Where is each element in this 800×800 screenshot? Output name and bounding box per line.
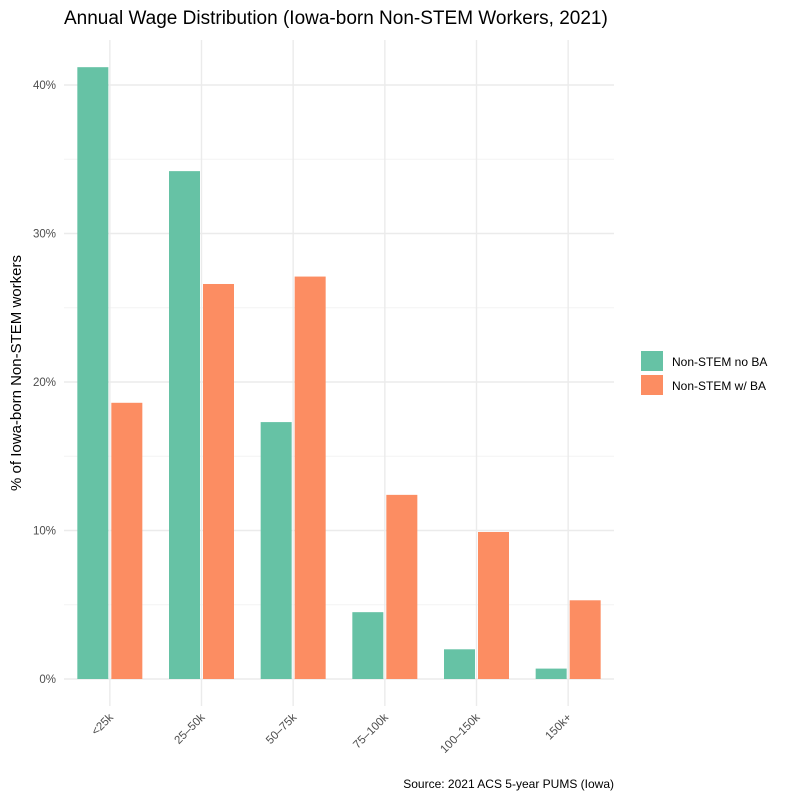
legend-label-w-ba: Non-STEM w/ BA bbox=[672, 379, 766, 393]
y-tick-label: 20% bbox=[33, 377, 56, 389]
bar-no-ba-1 bbox=[169, 171, 200, 679]
grid-lines bbox=[64, 40, 614, 706]
x-tick-label: <25k bbox=[90, 711, 117, 738]
x-tick-label: 75–100k bbox=[351, 711, 391, 751]
x-tick-label: 50–75k bbox=[264, 711, 299, 746]
bar-no-ba-2 bbox=[260, 422, 292, 679]
chart-title: Annual Wage Distribution (Iowa-born Non-… bbox=[64, 8, 608, 29]
bar-w-ba-2 bbox=[294, 276, 326, 679]
bar-no-ba-5 bbox=[535, 668, 567, 679]
y-axis-label: % of Iowa-born Non-STEM workers bbox=[8, 255, 25, 491]
legend: Non-STEM no BA Non-STEM w/ BA bbox=[641, 351, 767, 395]
bar-no-ba-0 bbox=[77, 67, 109, 680]
y-tick-label: 30% bbox=[33, 229, 56, 241]
y-tick-label: 0% bbox=[39, 674, 56, 686]
legend-swatch-no-ba bbox=[641, 351, 663, 371]
y-axis-ticks: 0% 10% 20% 30% 40% bbox=[33, 80, 56, 686]
x-axis-ticks: <25k 25–50k 50–75k 75–100k 100–150k 150k+ bbox=[90, 711, 575, 755]
source-caption: Source: 2021 ACS 5-year PUMS (Iowa) bbox=[403, 777, 614, 791]
y-tick-label: 40% bbox=[33, 80, 56, 92]
bar-no-ba-3 bbox=[352, 612, 384, 679]
bar-w-ba-0 bbox=[111, 402, 143, 679]
x-tick-label: 25–50k bbox=[172, 711, 207, 746]
bar-w-ba-1 bbox=[203, 283, 234, 679]
bar-w-ba-3 bbox=[386, 494, 418, 679]
legend-label-no-ba: Non-STEM no BA bbox=[672, 355, 767, 369]
y-tick-label: 10% bbox=[33, 526, 56, 538]
bar-w-ba-4 bbox=[478, 531, 509, 679]
bars bbox=[77, 67, 601, 680]
x-tick-label: 100–150k bbox=[438, 711, 482, 755]
bar-no-ba-4 bbox=[444, 649, 475, 679]
bar-w-ba-5 bbox=[569, 600, 601, 679]
x-tick-label: 150k+ bbox=[543, 711, 574, 742]
legend-swatch-w-ba bbox=[641, 375, 663, 395]
